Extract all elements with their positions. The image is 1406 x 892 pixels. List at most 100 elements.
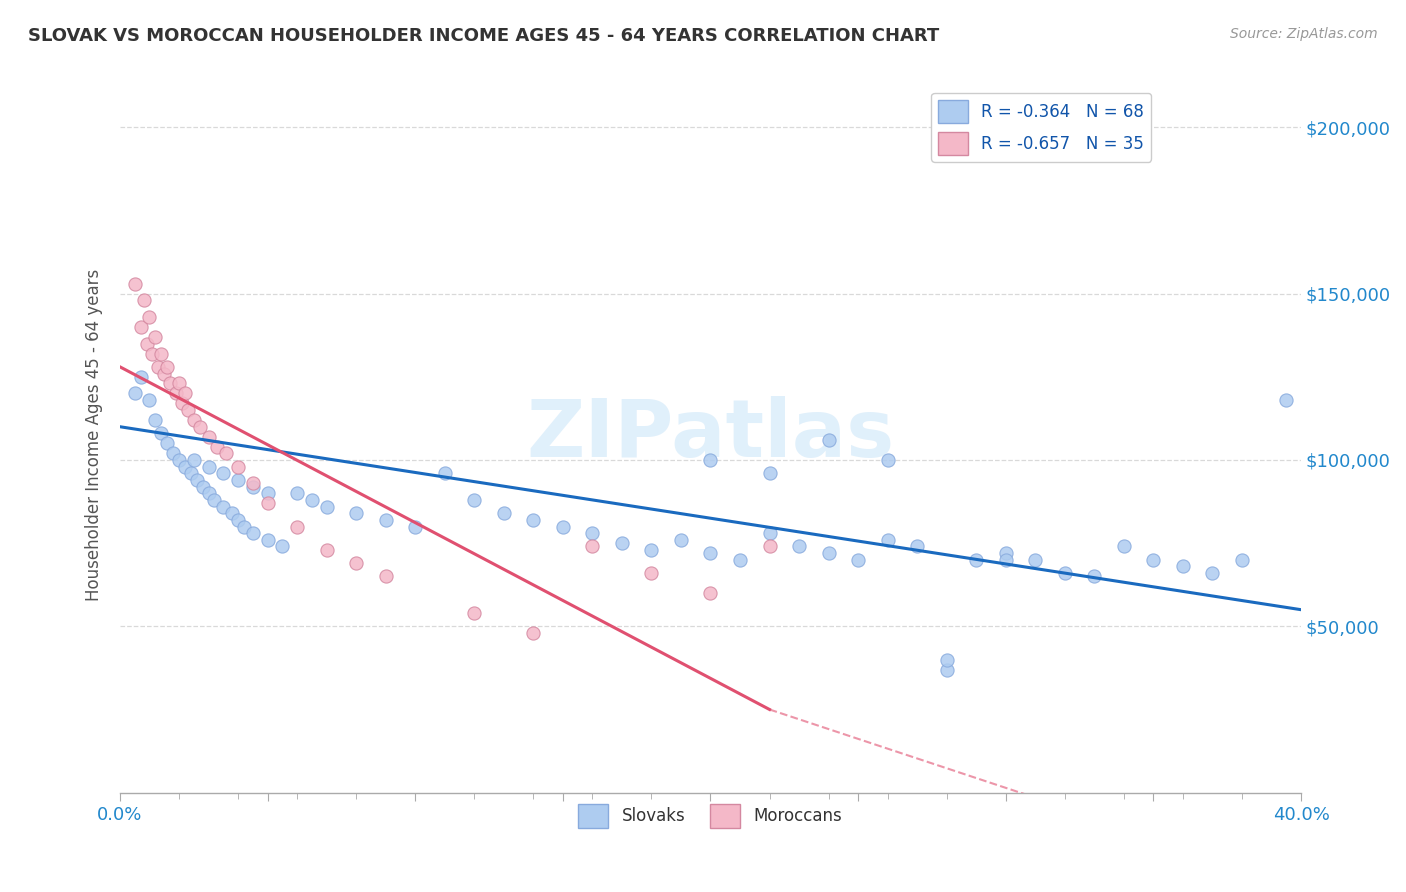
Point	[1142, 553, 1164, 567]
Point	[197, 486, 219, 500]
Point	[1053, 566, 1076, 580]
Point	[935, 652, 957, 666]
Point	[207, 440, 229, 454]
Point	[1083, 569, 1105, 583]
Point	[551, 519, 574, 533]
Point	[162, 446, 184, 460]
Point	[994, 546, 1017, 560]
Point	[226, 459, 249, 474]
Point	[197, 459, 219, 474]
Y-axis label: Householder Income Ages 45 - 64 years: Householder Income Ages 45 - 64 years	[86, 268, 103, 601]
Text: Source: ZipAtlas.com: Source: ZipAtlas.com	[1230, 27, 1378, 41]
Point	[188, 419, 211, 434]
Point	[846, 553, 869, 567]
Point	[1230, 553, 1253, 567]
Point	[271, 540, 294, 554]
Point	[581, 526, 603, 541]
Point	[191, 480, 214, 494]
Point	[170, 396, 193, 410]
Point	[256, 496, 278, 510]
Point	[180, 467, 202, 481]
Point	[212, 467, 235, 481]
Point	[256, 486, 278, 500]
Point	[1112, 540, 1135, 554]
Point	[145, 330, 167, 344]
Point	[699, 586, 721, 600]
Point	[433, 467, 456, 481]
Point	[728, 553, 751, 567]
Point	[150, 426, 173, 441]
Legend: Slovaks, Moroccans: Slovaks, Moroccans	[572, 797, 849, 834]
Point	[669, 533, 692, 547]
Point	[215, 446, 238, 460]
Point	[699, 546, 721, 560]
Point	[876, 453, 898, 467]
Point	[150, 346, 173, 360]
Point	[404, 519, 426, 533]
Point	[817, 433, 839, 447]
Point	[344, 506, 367, 520]
Point	[167, 453, 190, 467]
Point	[156, 359, 179, 374]
Point	[285, 486, 308, 500]
Point	[256, 533, 278, 547]
Point	[463, 606, 485, 620]
Point	[492, 506, 515, 520]
Point	[374, 569, 396, 583]
Point	[183, 453, 205, 467]
Point	[226, 473, 249, 487]
Point	[156, 436, 179, 450]
Point	[758, 526, 780, 541]
Point	[145, 413, 167, 427]
Point	[965, 553, 987, 567]
Point	[242, 526, 264, 541]
Point	[787, 540, 810, 554]
Point	[1201, 566, 1223, 580]
Point	[640, 542, 662, 557]
Point	[124, 386, 146, 401]
Point	[285, 519, 308, 533]
Point	[153, 367, 176, 381]
Point	[935, 663, 957, 677]
Point	[610, 536, 633, 550]
Point	[226, 513, 249, 527]
Point	[242, 480, 264, 494]
Point	[463, 492, 485, 507]
Point	[197, 430, 219, 444]
Point	[138, 393, 160, 408]
Point	[212, 500, 235, 514]
Point	[876, 533, 898, 547]
Point	[129, 369, 152, 384]
Point	[233, 519, 256, 533]
Point	[138, 310, 160, 324]
Text: SLOVAK VS MOROCCAN HOUSEHOLDER INCOME AGES 45 - 64 YEARS CORRELATION CHART: SLOVAK VS MOROCCAN HOUSEHOLDER INCOME AG…	[28, 27, 939, 45]
Point	[758, 540, 780, 554]
Point	[758, 467, 780, 481]
Point	[221, 506, 243, 520]
Point	[135, 336, 157, 351]
Point	[522, 626, 544, 640]
Point	[699, 453, 721, 467]
Point	[174, 386, 197, 401]
Point	[1171, 559, 1194, 574]
Point	[148, 359, 170, 374]
Point	[129, 320, 152, 334]
Text: ZIPatlas: ZIPatlas	[526, 396, 894, 474]
Point	[315, 500, 337, 514]
Point	[817, 546, 839, 560]
Point	[344, 556, 367, 570]
Point	[315, 542, 337, 557]
Point	[132, 293, 155, 308]
Point	[1275, 393, 1298, 408]
Point	[640, 566, 662, 580]
Point	[522, 513, 544, 527]
Point	[167, 376, 190, 391]
Point	[301, 492, 323, 507]
Point	[374, 513, 396, 527]
Point	[177, 403, 200, 417]
Point	[994, 553, 1017, 567]
Point	[174, 459, 197, 474]
Point	[159, 376, 181, 391]
Point	[905, 540, 928, 554]
Point	[141, 346, 163, 360]
